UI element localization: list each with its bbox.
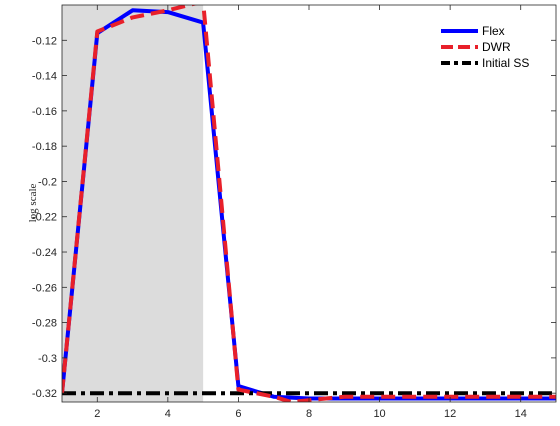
x-tick-label: 10 (373, 408, 385, 420)
y-tick-label: -0.3 (38, 353, 57, 365)
x-tick-label: 2 (94, 408, 100, 420)
y-axis-label: log scale (27, 183, 39, 222)
shaded-region-layer (62, 5, 204, 402)
x-tick-label: 12 (444, 408, 456, 420)
y-tick-label: -0.28 (32, 318, 57, 330)
y-tick-label: -0.26 (32, 282, 57, 294)
x-tick-label: 8 (306, 408, 312, 420)
y-tick-label: -0.32 (32, 388, 57, 400)
axis-layer: 2 4 6 8 10 12 14 -0.32 -0.3 -0.28 -0.26 -0.24 -0.22 -… (32, 5, 556, 420)
x-tick-label: 6 (235, 408, 241, 420)
y-tick-label: -0.14 (32, 71, 57, 83)
legend-label-dwr: DWR (482, 40, 511, 54)
y-tick-label: -0.12 (32, 35, 57, 47)
y-tick-label: -0.2 (38, 176, 57, 188)
x-tick-label: 14 (515, 408, 527, 420)
y-tick-label: -0.24 (32, 247, 57, 259)
dwr-line (62, 5, 556, 402)
x-tick-label: 4 (165, 408, 171, 420)
y-tick-label: -0.18 (32, 141, 57, 153)
shaded-region (62, 5, 204, 402)
legend-label-flex: Flex (482, 24, 505, 38)
legend-label-initial-ss: Initial SS (482, 56, 529, 70)
y-tick-label: -0.16 (32, 106, 57, 118)
legend: Flex DWR Initial SS (441, 24, 529, 70)
y-tick-label: -0.22 (32, 212, 57, 224)
